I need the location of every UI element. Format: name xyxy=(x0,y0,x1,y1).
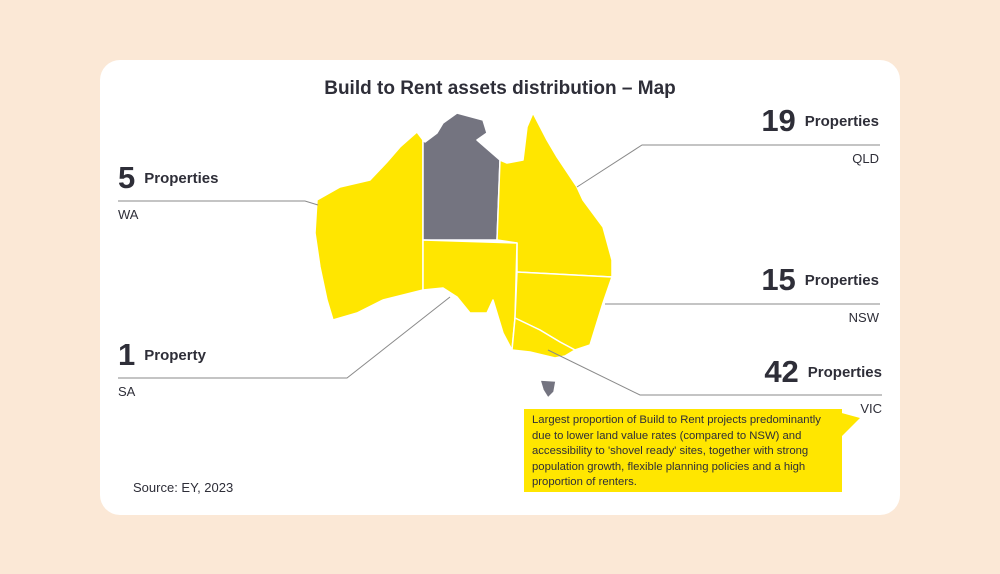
label-qld: 19 Properties xyxy=(761,103,879,139)
leader-qld xyxy=(576,144,880,188)
region-nt xyxy=(422,112,501,241)
label-vic: 42 Properties xyxy=(764,354,882,390)
unit: Properties xyxy=(804,112,879,130)
count: 15 xyxy=(761,262,796,297)
region-wa xyxy=(314,131,424,321)
unit: Properties xyxy=(804,271,879,289)
state-code-sa: SA xyxy=(118,384,136,399)
leader-wa xyxy=(118,200,319,206)
unit: Property xyxy=(144,346,206,364)
region-sa xyxy=(422,239,518,351)
count: 5 xyxy=(118,160,136,195)
count: 1 xyxy=(118,337,136,372)
count: 42 xyxy=(764,354,799,389)
vic-callout: Largest proportion of Build to Rent proj… xyxy=(524,409,842,492)
callout-tail xyxy=(838,412,860,440)
region-tas xyxy=(539,379,557,399)
label-wa: 5 Properties xyxy=(118,160,218,196)
state-code-nsw: NSW xyxy=(848,310,879,325)
region-vic xyxy=(511,317,576,359)
unit: Properties xyxy=(807,363,882,381)
state-code-qld: QLD xyxy=(852,151,879,166)
state-code-wa: WA xyxy=(118,207,139,222)
count: 19 xyxy=(761,103,796,138)
leader-vic xyxy=(547,349,882,396)
map-title: Build to Rent assets distribution – Map xyxy=(324,78,676,99)
unit: Properties xyxy=(144,169,219,187)
source-note: Source: EY, 2023 xyxy=(133,480,234,495)
leader-sa xyxy=(118,296,451,379)
state-code-vic: VIC xyxy=(860,401,882,416)
label-nsw: 15 Properties xyxy=(761,262,879,298)
label-sa: 1 Property xyxy=(118,337,206,373)
